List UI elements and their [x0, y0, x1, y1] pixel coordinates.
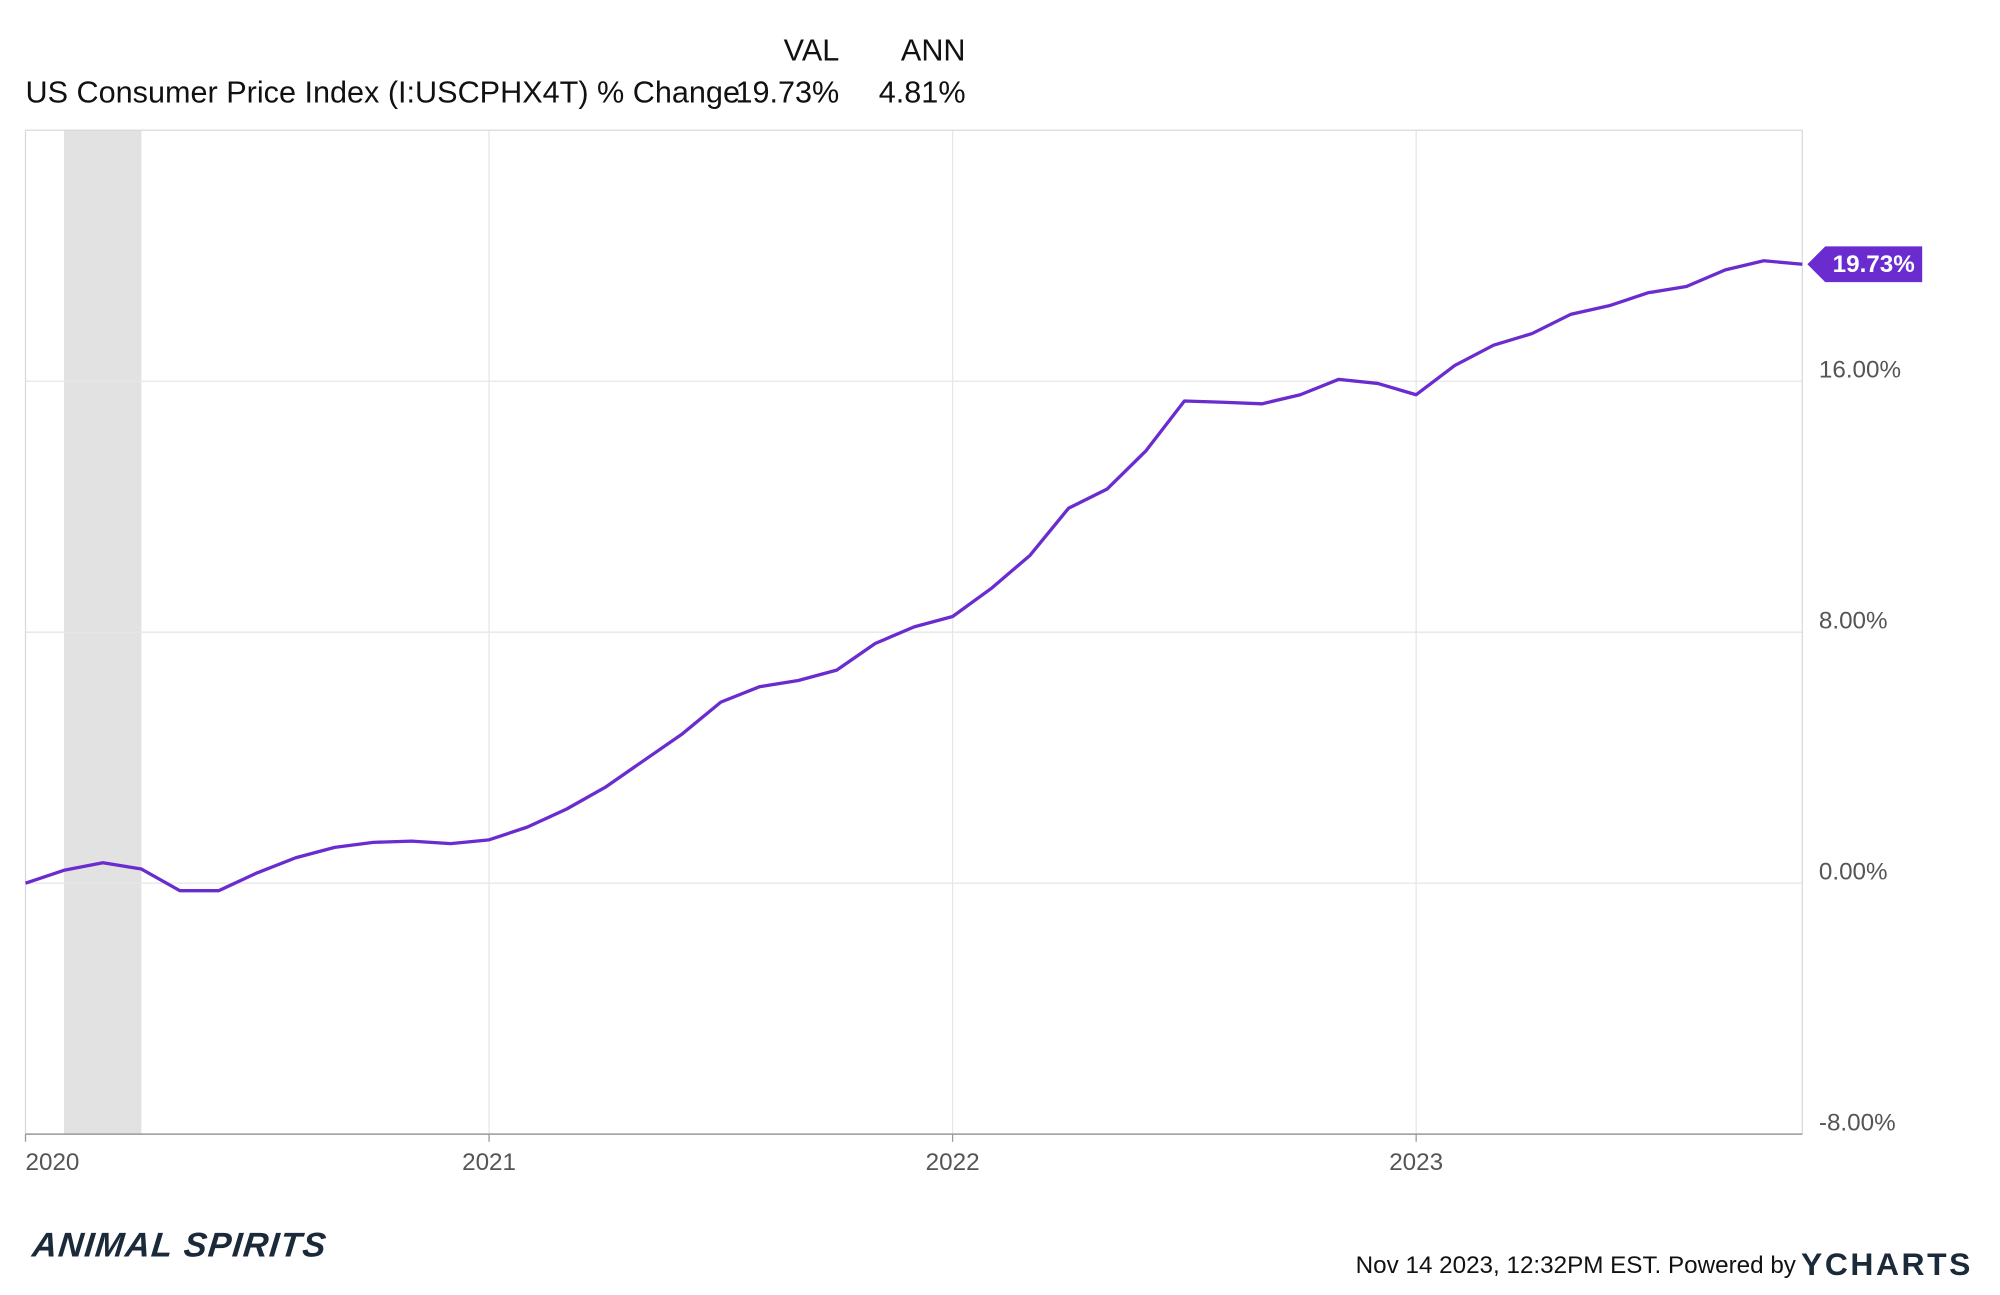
value-flag	[1807, 246, 1923, 283]
plot-area: -8.00% 0.00% 8.00% 16.00% 2020 2021 2022 2023 19…	[24, 129, 1923, 1176]
y-tick-label: 16.00%	[1819, 356, 1901, 383]
series-stat: 19.73%	[735, 76, 839, 110]
series-stat: 4.81%	[879, 76, 966, 110]
x-tick-label: 2023	[1389, 1149, 1443, 1176]
footer: Nov 14 2023, 12:32PM EST. Powered by	[1356, 1252, 1797, 1279]
footer-logo: YCHARTS	[1801, 1246, 1973, 1282]
series-line	[24, 259, 1803, 893]
x-tick-label: 2021	[462, 1149, 516, 1176]
x-tick-label: 2022	[926, 1149, 980, 1176]
x-tick-label: 2020	[26, 1149, 80, 1176]
y-tick-label: -8.00%	[1819, 1109, 1896, 1136]
column-header: VAL	[784, 34, 840, 68]
column-header: ANN	[901, 34, 966, 68]
y-tick-label: 8.00%	[1819, 607, 1888, 634]
plot-frame	[24, 129, 1803, 1135]
brand-logo: ANIMAL SPIRITS	[29, 1227, 329, 1265]
series-name: US Consumer Price Index (I:USCPHX4T) % C…	[26, 76, 740, 110]
value-label: 19.73%	[1833, 251, 1915, 278]
y-tick-label: 0.00%	[1819, 858, 1888, 885]
